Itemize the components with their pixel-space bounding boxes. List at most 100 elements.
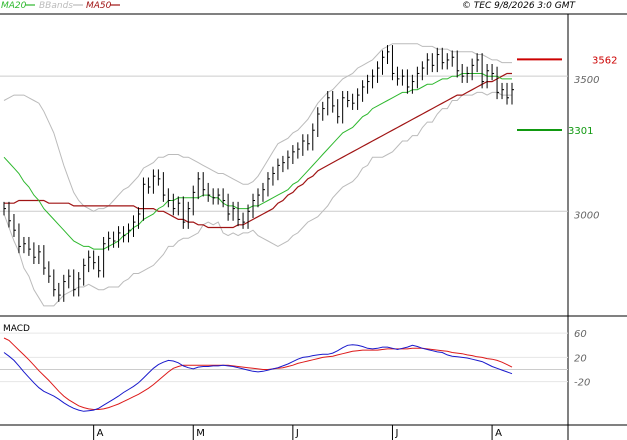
price-bar bbox=[506, 82, 510, 105]
price-bar bbox=[142, 177, 146, 221]
price-bar bbox=[297, 142, 300, 159]
ma50-line bbox=[4, 72, 512, 229]
support-level-label: 3301 bbox=[568, 126, 593, 137]
axes: 3000 3500 60 20 -20 A M J J A 3562 3301 bbox=[93, 55, 617, 440]
price-bar bbox=[367, 74, 370, 94]
price-bar bbox=[421, 61, 425, 81]
price-bar bbox=[406, 69, 410, 94]
price-bar bbox=[98, 255, 101, 278]
legend: MA20 BBands MA50 bbox=[1, 1, 120, 11]
price-bar bbox=[342, 91, 345, 124]
price-bar bbox=[272, 166, 275, 186]
price-bar bbox=[172, 193, 176, 216]
price-bar bbox=[501, 82, 505, 100]
macd-panel: MACD bbox=[0, 324, 568, 412]
price-bar bbox=[461, 64, 465, 83]
price-bar bbox=[317, 107, 320, 137]
macd-title: MACD bbox=[3, 324, 30, 334]
price-bar bbox=[192, 185, 196, 216]
x-tick-label: A bbox=[97, 428, 104, 439]
price-bar bbox=[162, 172, 166, 202]
price-bar bbox=[48, 261, 51, 283]
price-bar bbox=[267, 172, 270, 197]
price-bar bbox=[426, 53, 430, 75]
macd-y-tick-label: -20 bbox=[574, 378, 590, 389]
price-bar bbox=[386, 45, 390, 64]
macd-y-tick-label: 60 bbox=[574, 329, 587, 340]
price-bar bbox=[466, 66, 470, 83]
price-bar bbox=[18, 223, 21, 254]
price-bar bbox=[43, 245, 46, 275]
price-bar bbox=[152, 169, 156, 194]
x-tick-label: A bbox=[495, 428, 502, 439]
price-bar bbox=[486, 64, 490, 89]
price-bar bbox=[491, 64, 495, 81]
price-bar bbox=[207, 182, 211, 202]
price-bar bbox=[167, 188, 171, 208]
price-bar bbox=[187, 201, 191, 229]
price-bar bbox=[103, 236, 106, 278]
price-bar bbox=[73, 269, 76, 297]
macd-signal-line bbox=[3, 337, 513, 410]
price-bar bbox=[157, 169, 161, 186]
price-bar bbox=[496, 66, 500, 100]
price-bar bbox=[312, 123, 315, 151]
ma20-line bbox=[3, 73, 512, 250]
price-bar bbox=[357, 88, 360, 110]
macd-y-tick-label: 20 bbox=[574, 353, 587, 364]
price-bar bbox=[377, 61, 380, 83]
price-bar bbox=[277, 158, 280, 181]
price-bar bbox=[307, 134, 310, 151]
price-bar bbox=[446, 53, 450, 70]
price-bar bbox=[252, 193, 256, 219]
price-bar bbox=[132, 215, 136, 237]
price-bar bbox=[347, 91, 350, 108]
price-bar bbox=[68, 269, 71, 289]
price-bar bbox=[227, 193, 231, 221]
price-bar bbox=[511, 82, 514, 105]
price-bar bbox=[396, 66, 400, 86]
price-bar bbox=[372, 69, 375, 89]
price-bar bbox=[262, 182, 265, 202]
source-text: © TEC 9/8/2026 3:0 GMT bbox=[462, 1, 577, 11]
price-bar bbox=[456, 50, 460, 78]
price-bar bbox=[53, 269, 56, 297]
legend-ma50: MA50 bbox=[86, 1, 112, 11]
price-bar bbox=[451, 50, 455, 67]
price-bar bbox=[362, 80, 365, 102]
price-bar bbox=[108, 231, 111, 251]
price-bar bbox=[352, 93, 355, 110]
price-bar bbox=[83, 258, 86, 286]
price-bar bbox=[38, 245, 41, 264]
price-bar bbox=[28, 236, 31, 256]
price-y-tick-label: 3000 bbox=[574, 210, 599, 221]
price-panel bbox=[0, 43, 568, 307]
price-bar bbox=[217, 188, 221, 205]
price-bar bbox=[282, 155, 285, 173]
price-y-tick-label: 3500 bbox=[574, 75, 599, 86]
price-bar bbox=[202, 172, 206, 197]
price-bar bbox=[23, 236, 26, 254]
price-bar bbox=[471, 58, 475, 81]
price-bar bbox=[128, 223, 131, 243]
price-bar bbox=[257, 188, 260, 208]
macd-line bbox=[3, 344, 513, 412]
price-bar bbox=[302, 134, 305, 156]
price-bar bbox=[3, 201, 6, 216]
price-bar bbox=[287, 150, 290, 170]
price-bar bbox=[212, 188, 216, 205]
resistance-level-label: 3562 bbox=[592, 55, 617, 66]
price-bar bbox=[93, 250, 96, 270]
price-bar bbox=[391, 45, 395, 81]
price-bar bbox=[322, 101, 325, 121]
price-bar bbox=[411, 74, 415, 94]
price-bar bbox=[401, 69, 405, 86]
price-bar bbox=[332, 91, 335, 113]
price-bar bbox=[337, 99, 340, 124]
legend-bbands: BBands bbox=[39, 1, 73, 11]
price-bar bbox=[431, 53, 435, 73]
price-bar bbox=[436, 47, 440, 73]
price-bar bbox=[13, 214, 16, 237]
price-bar bbox=[247, 204, 251, 229]
